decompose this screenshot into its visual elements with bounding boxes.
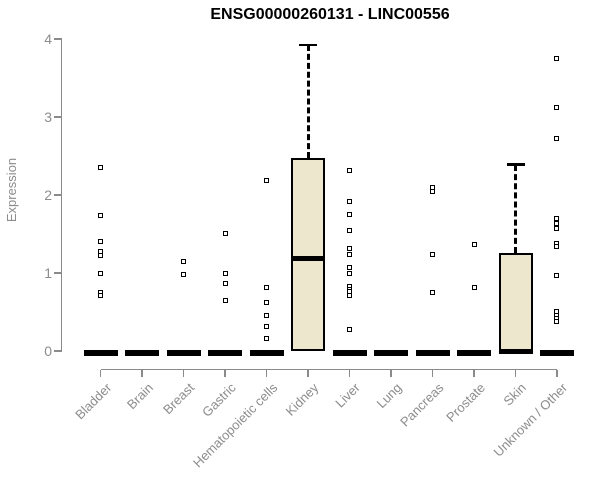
x-tick bbox=[556, 370, 558, 377]
outlier-point bbox=[264, 312, 270, 318]
outlier-point bbox=[264, 300, 270, 306]
outlier-point bbox=[430, 290, 436, 295]
collapsed-box-bar bbox=[125, 350, 160, 356]
y-tick-label: 4 bbox=[44, 31, 52, 47]
outlier-point bbox=[347, 212, 353, 217]
y-axis-line bbox=[60, 39, 63, 351]
collapsed-box-bar bbox=[208, 350, 243, 356]
outlier-point bbox=[347, 271, 353, 277]
y-axis-label: Expression bbox=[4, 157, 19, 223]
y-tick-label: 0 bbox=[44, 343, 52, 359]
whisker-line bbox=[306, 45, 310, 159]
x-axis-line bbox=[100, 368, 557, 370]
x-tick-label: Kidney bbox=[283, 380, 322, 419]
x-tick-label: Breast bbox=[160, 380, 198, 418]
collapsed-box-bar bbox=[249, 350, 284, 356]
y-tick bbox=[53, 350, 62, 352]
outlier-point bbox=[264, 336, 270, 342]
outlier-point bbox=[264, 284, 270, 290]
outlier-point bbox=[554, 318, 560, 324]
x-tick-label: Gastric bbox=[199, 380, 239, 420]
y-tick-label: 3 bbox=[44, 109, 52, 125]
outlier-point bbox=[222, 230, 228, 236]
collapsed-box-bar bbox=[166, 350, 201, 356]
y-tick bbox=[53, 38, 62, 40]
outlier-point bbox=[554, 226, 560, 232]
outlier-point bbox=[181, 258, 187, 264]
outlier-point bbox=[554, 272, 560, 278]
collapsed-box-bar bbox=[83, 350, 118, 356]
y-tick-label: 1 bbox=[44, 265, 52, 281]
x-tick bbox=[99, 370, 102, 377]
box bbox=[291, 158, 326, 351]
outlier-point bbox=[222, 270, 228, 276]
collapsed-box-bar bbox=[374, 350, 409, 356]
x-tick-label: Bladder bbox=[72, 380, 115, 423]
x-tick bbox=[390, 370, 392, 377]
x-tick-label: Lung bbox=[373, 380, 405, 412]
outlier-point bbox=[430, 188, 436, 194]
y-tick bbox=[53, 116, 62, 118]
outlier-point bbox=[98, 165, 104, 171]
x-tick bbox=[182, 370, 185, 377]
x-tick bbox=[514, 370, 517, 377]
y-tick-label: 2 bbox=[44, 187, 52, 203]
box bbox=[498, 252, 533, 351]
outlier-point bbox=[554, 243, 560, 249]
outlier-point bbox=[430, 251, 436, 257]
x-tick bbox=[224, 370, 226, 377]
x-tick bbox=[473, 370, 475, 377]
outlier-point bbox=[222, 297, 228, 303]
outlier-point bbox=[181, 272, 187, 278]
outlier-point bbox=[264, 178, 270, 184]
outlier-point bbox=[347, 227, 353, 233]
outlier-point bbox=[98, 252, 104, 258]
outlier-point bbox=[347, 251, 353, 257]
median-line bbox=[498, 348, 533, 354]
outlier-point bbox=[554, 215, 560, 221]
outlier-point bbox=[347, 327, 353, 333]
outlier-point bbox=[347, 265, 353, 271]
collapsed-box-bar bbox=[332, 350, 367, 356]
outlier-point bbox=[554, 105, 560, 111]
x-tick bbox=[141, 370, 143, 377]
x-tick-label: Skin bbox=[500, 380, 530, 409]
outlier-point bbox=[554, 56, 560, 61]
whisker-cap bbox=[299, 43, 318, 47]
outlier-point bbox=[554, 220, 560, 226]
y-tick bbox=[53, 272, 62, 274]
collapsed-box-bar bbox=[539, 350, 574, 356]
whisker-line bbox=[514, 164, 517, 253]
outlier-point bbox=[98, 238, 104, 244]
x-tick bbox=[348, 370, 351, 377]
x-tick-label: Brain bbox=[123, 380, 156, 413]
x-tick-label: Pancreas bbox=[396, 380, 447, 430]
outlier-point bbox=[554, 136, 560, 142]
outlier-point bbox=[264, 324, 270, 330]
collapsed-box-bar bbox=[415, 350, 450, 356]
x-tick-label: Unknown / Other bbox=[491, 380, 571, 460]
x-tick bbox=[431, 370, 434, 377]
x-tick-label: Prostate bbox=[442, 380, 488, 425]
outlier-point bbox=[471, 284, 477, 290]
outlier-point bbox=[347, 198, 353, 204]
median-line bbox=[291, 256, 326, 262]
outlier-point bbox=[347, 246, 353, 252]
chart-title: ENSG00000260131 - LINC00556 bbox=[210, 6, 450, 23]
outlier-point bbox=[222, 281, 228, 287]
outlier-point bbox=[98, 271, 104, 277]
outlier-point bbox=[98, 212, 104, 218]
x-tick-label: Liver bbox=[332, 380, 364, 411]
collapsed-box-bar bbox=[457, 350, 492, 356]
outlier-point bbox=[471, 241, 477, 247]
outlier-point bbox=[98, 293, 104, 299]
outlier-point bbox=[347, 293, 353, 299]
y-tick bbox=[53, 194, 62, 196]
whisker-cap bbox=[506, 163, 525, 166]
x-tick bbox=[265, 370, 268, 377]
outlier-point bbox=[347, 168, 353, 174]
x-tick bbox=[307, 370, 309, 377]
